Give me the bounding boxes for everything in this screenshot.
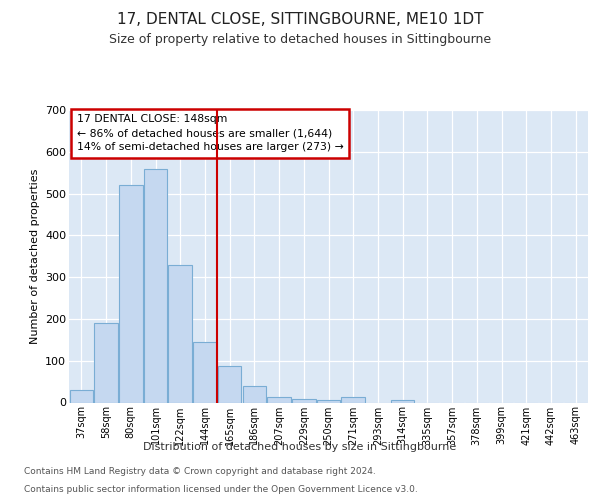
Bar xyxy=(94,323,118,402)
Bar xyxy=(242,386,266,402)
Text: Distribution of detached houses by size in Sittingbourne: Distribution of detached houses by size … xyxy=(143,442,457,452)
Bar xyxy=(317,400,340,402)
Bar xyxy=(169,264,192,402)
Text: Size of property relative to detached houses in Sittingbourne: Size of property relative to detached ho… xyxy=(109,32,491,46)
Bar xyxy=(292,399,316,402)
Bar xyxy=(218,366,241,403)
Bar xyxy=(341,398,365,402)
Bar xyxy=(268,398,291,402)
Bar xyxy=(70,390,93,402)
Text: 17 DENTAL CLOSE: 148sqm
← 86% of detached houses are smaller (1,644)
14% of semi: 17 DENTAL CLOSE: 148sqm ← 86% of detache… xyxy=(77,114,344,152)
Y-axis label: Number of detached properties: Number of detached properties xyxy=(29,168,40,344)
Bar xyxy=(193,342,217,402)
Bar xyxy=(119,185,143,402)
Bar xyxy=(391,400,415,402)
Text: Contains HM Land Registry data © Crown copyright and database right 2024.: Contains HM Land Registry data © Crown c… xyxy=(24,467,376,476)
Text: 17, DENTAL CLOSE, SITTINGBOURNE, ME10 1DT: 17, DENTAL CLOSE, SITTINGBOURNE, ME10 1D… xyxy=(117,12,483,28)
Text: Contains public sector information licensed under the Open Government Licence v3: Contains public sector information licen… xyxy=(24,485,418,494)
Bar xyxy=(144,168,167,402)
